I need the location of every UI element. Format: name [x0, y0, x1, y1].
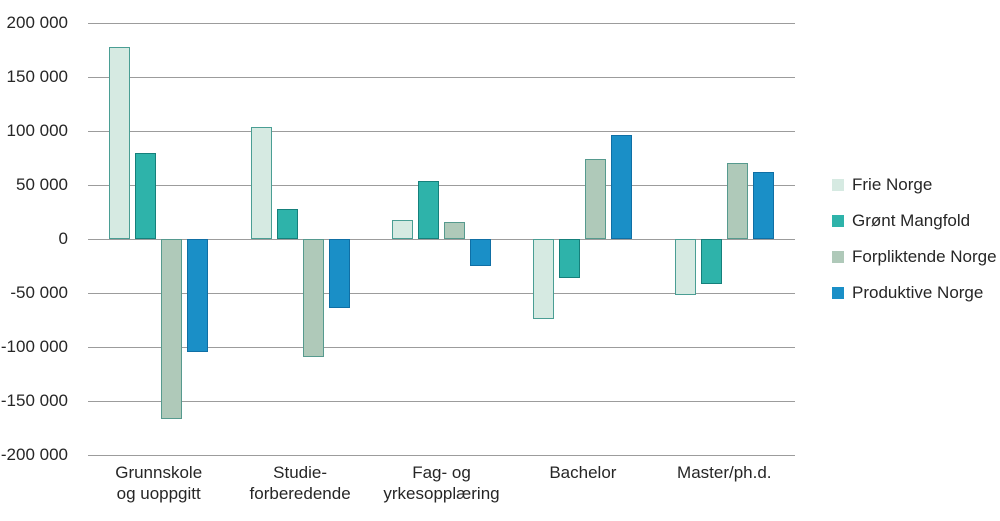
x-category-label: Fag- og yrkesopplæring	[383, 462, 499, 504]
gridline--150000	[88, 401, 795, 402]
gridline-150000	[88, 77, 795, 78]
bar-forpliktende-norge-cat1	[161, 239, 183, 420]
y-tick-label: -200 000	[0, 445, 68, 464]
bar-frie-norge-cat4	[533, 239, 555, 319]
x-category-label: Bachelor	[549, 462, 616, 483]
x-category-label-line: og uoppgitt	[116, 484, 201, 503]
bar-gr-nt-mangfold-cat5	[700, 239, 722, 285]
legend-item-gr-nt-mangfold: Grønt Mangfold	[832, 211, 997, 230]
legend-label: Forpliktende Norge	[852, 247, 997, 266]
bar-frie-norge-cat3	[392, 219, 413, 239]
bar-gr-nt-mangfold-cat3	[418, 180, 439, 239]
bar-produktive-norge-cat4	[611, 135, 633, 239]
y-tick-label: 200 000	[6, 13, 68, 32]
bar-frie-norge-cat5	[674, 239, 696, 296]
legend-swatch-icon	[832, 215, 844, 227]
legend-swatch-icon	[832, 287, 844, 299]
legend-label: Grønt Mangfold	[852, 211, 971, 230]
x-category-label-line: Grunnskole	[115, 463, 203, 482]
bar-produktive-norge-cat5	[752, 172, 774, 239]
x-category-label: Studie-forberedende	[250, 462, 351, 504]
bar-forpliktende-norge-cat5	[726, 163, 748, 239]
legend-item-frie-norge: Frie Norge	[832, 175, 997, 194]
bar-gr-nt-mangfold-cat2	[276, 208, 298, 239]
legend-swatch-icon	[832, 251, 844, 263]
y-tick-label: -100 000	[0, 337, 68, 356]
y-tick-label: -50 000	[10, 283, 68, 302]
x-category-label-line: Bachelor	[549, 463, 617, 482]
gridline-0	[88, 239, 795, 240]
gridline-50000	[88, 185, 795, 186]
bar-frie-norge-cat2	[250, 126, 272, 239]
gridline-200000	[88, 23, 795, 24]
y-tick-label: 150 000	[6, 67, 68, 86]
legend: Frie Norge Grønt Mangfold Forpliktende Nor…	[832, 175, 997, 302]
bar-produktive-norge-cat3	[470, 239, 491, 266]
legend-label: Produktive Norge	[852, 283, 984, 302]
gridline-100000	[88, 131, 795, 132]
bar-forpliktende-norge-cat4	[585, 159, 607, 239]
gridline--50000	[88, 293, 795, 294]
legend-item-produktive-norge: Produktive Norge	[832, 283, 997, 302]
x-category-label: Master/ph.d.	[677, 462, 772, 483]
legend-item-forpliktende-norge: Forpliktende Norge	[832, 247, 997, 266]
bar-gr-nt-mangfold-cat4	[559, 239, 581, 278]
gridline--100000	[88, 347, 795, 348]
y-tick-label: 50 000	[16, 175, 68, 194]
gridline--200000	[88, 455, 795, 456]
bar-produktive-norge-cat2	[328, 239, 350, 309]
bar-forpliktende-norge-cat2	[302, 239, 324, 357]
y-tick-label: -150 000	[0, 391, 68, 410]
plot-area	[88, 23, 795, 456]
x-category-label-line: Studie-	[273, 463, 328, 482]
y-tick-label: 0	[58, 229, 68, 248]
y-tick-label: 100 000	[6, 121, 68, 140]
bar-forpliktende-norge-cat3	[444, 221, 465, 239]
x-category-label: Grunnskole og uoppgitt	[115, 462, 202, 504]
x-category-label-line: Fag- og	[412, 463, 471, 482]
x-category-label-line: yrkesopplæring	[383, 484, 500, 503]
x-category-label-line: Master/ph.d.	[677, 463, 772, 482]
bar-gr-nt-mangfold-cat1	[135, 152, 157, 239]
bar-produktive-norge-cat1	[187, 239, 209, 353]
x-category-label-line: forberedende	[249, 484, 351, 503]
legend-swatch-icon	[832, 179, 844, 191]
bar-frie-norge-cat1	[109, 46, 131, 239]
legend-label: Frie Norge	[852, 175, 933, 194]
